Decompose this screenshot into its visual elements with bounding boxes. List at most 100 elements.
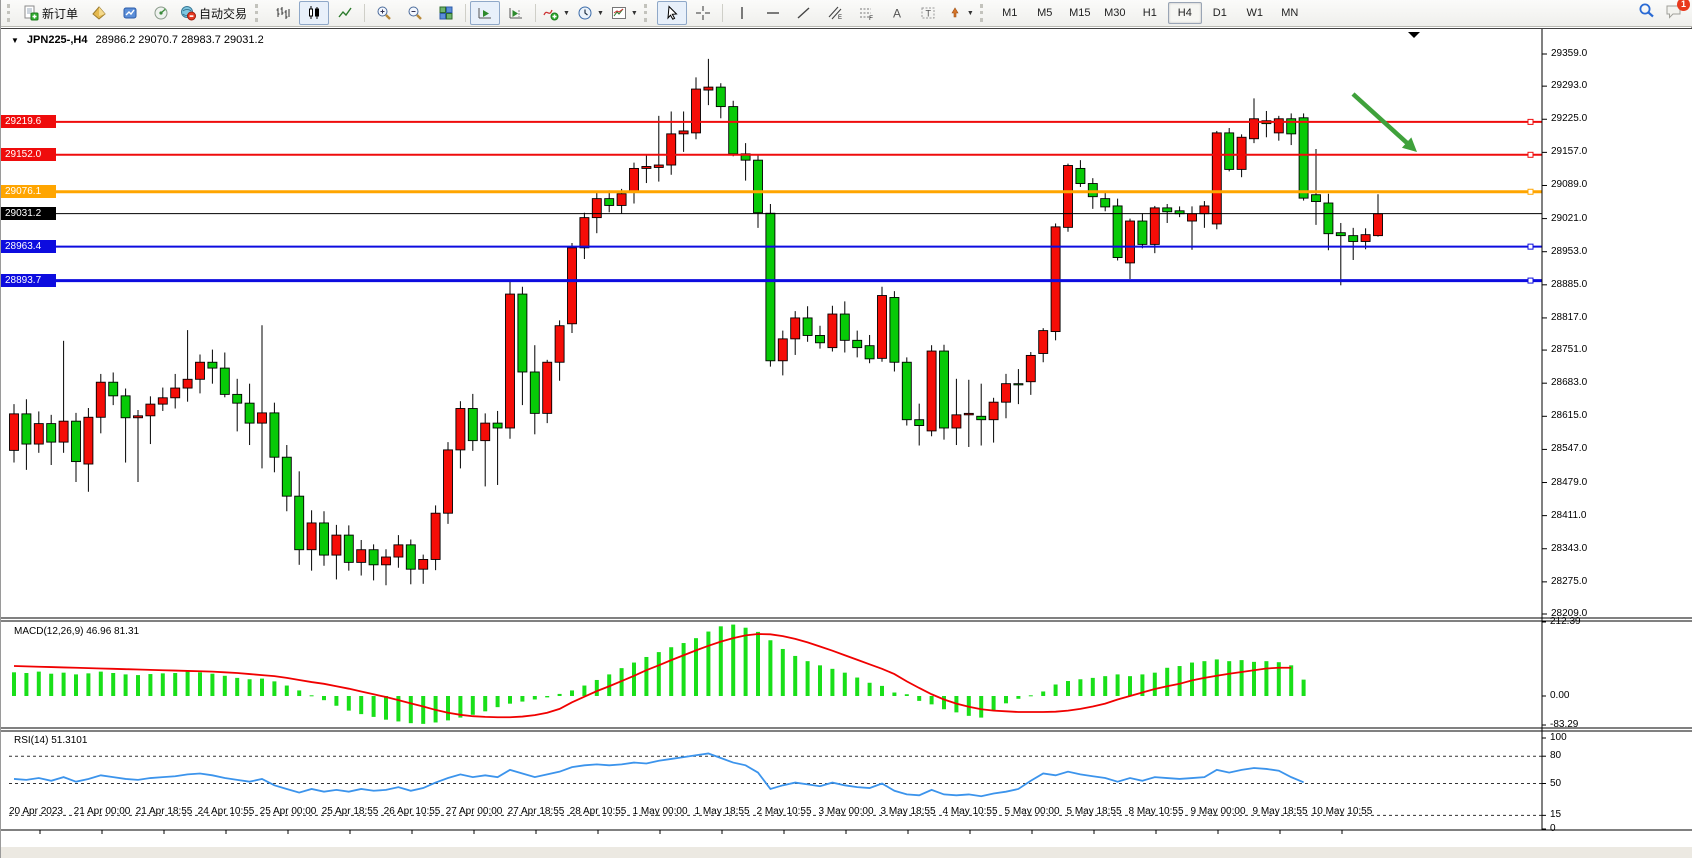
candle (529, 371, 540, 414)
channel-tool-button[interactable]: E (820, 1, 850, 25)
chart-title-bar[interactable]: ▼ JPN225-,H4 28986.2 29070.7 28983.7 290… (11, 34, 264, 46)
candle (1249, 118, 1259, 140)
candle (393, 544, 404, 558)
time-axis-label: 28 Apr 10:55 (569, 806, 627, 817)
candle (1236, 136, 1247, 170)
notifications-button[interactable]: 1 (1665, 0, 1690, 19)
signals-button[interactable] (146, 1, 176, 25)
indicators-button[interactable]: ▼ (540, 1, 573, 25)
collapse-triangle-icon[interactable]: ▼ (11, 35, 19, 45)
timeframe-button-M15[interactable]: M15 (1069, 7, 1091, 19)
candle (219, 367, 230, 395)
bar-chart-button[interactable] (268, 1, 298, 25)
new-order-button[interactable]: 新订单 (20, 1, 83, 25)
candle (455, 408, 466, 451)
timeframe-button-H1[interactable]: H1 (1142, 7, 1157, 19)
zoom-out-button[interactable] (400, 1, 430, 25)
timeframe-button-D1[interactable]: D1 (1212, 7, 1227, 19)
svg-text:A: A (893, 7, 901, 21)
status-strip (1, 847, 1692, 858)
chart-area[interactable]: ▼ JPN225-,H4 28986.2 29070.7 28983.7 290… (1, 28, 1692, 858)
candle (1323, 202, 1334, 235)
candle (1149, 207, 1160, 245)
autotrading-button[interactable]: 自动交易 (177, 1, 252, 25)
trendline-tool-button[interactable] (789, 1, 819, 25)
toolbar-grip[interactable] (979, 4, 988, 22)
candle (629, 167, 639, 193)
dropdown-arrow-icon: ▼ (563, 9, 570, 17)
candle (914, 419, 925, 426)
toolbar-grip[interactable] (255, 4, 263, 22)
horizontal-line-tool-button[interactable] (758, 1, 788, 25)
candle (430, 512, 441, 560)
candle (666, 133, 677, 166)
macd-signal-line (13, 633, 1292, 719)
level-line-handle[interactable] (1527, 151, 1534, 158)
candlestick-chart-button[interactable] (299, 1, 330, 25)
fibonacci-tool-button[interactable]: F (851, 1, 881, 25)
candle (405, 544, 416, 570)
candle (356, 549, 367, 563)
auto-scroll-button[interactable] (470, 1, 501, 25)
timeframe-button-M1[interactable]: M1 (1002, 7, 1018, 19)
svg-text:E: E (838, 15, 842, 21)
timeframe-button-M30[interactable]: M30 (1104, 7, 1126, 19)
cursor-icon (667, 5, 678, 20)
time-axis-label: 1 May 00:00 (632, 806, 688, 817)
candle (480, 422, 491, 442)
timeframe-button-W1[interactable]: W1 (1246, 7, 1264, 19)
level-line-handle[interactable] (1527, 118, 1534, 125)
styler-button[interactable] (84, 1, 114, 25)
candle (567, 247, 577, 325)
label-tool-button[interactable]: T (913, 1, 943, 25)
rsi-panel (9, 752, 1542, 816)
candle (852, 339, 863, 349)
timeframe-button-H4[interactable]: H4 (1167, 2, 1202, 24)
new-order-icon (24, 5, 39, 21)
candle (1273, 118, 1284, 134)
market-watch-button[interactable] (115, 1, 145, 25)
candle (877, 295, 887, 359)
toolbar-grip[interactable] (643, 4, 652, 22)
toolbar-grip[interactable] (7, 4, 15, 22)
level-line-handle[interactable] (1527, 188, 1534, 195)
chart-shift-button[interactable] (501, 1, 531, 25)
dropdown-arrow-icon: ▼ (966, 9, 974, 17)
timeframe-button-M5[interactable]: M5 (1037, 7, 1053, 19)
tile-windows-icon (439, 6, 453, 20)
timeframe-bar: M1 M5 M15 M30 H1 H4 D1 W1 MN (993, 2, 1307, 24)
cursor-tool-button[interactable] (656, 1, 687, 25)
annotation-arrow[interactable] (1351, 92, 1412, 147)
search-icon[interactable] (1638, 2, 1655, 19)
chart-canvas[interactable] (1, 29, 1692, 858)
time-axis-label: 5 May 18:55 (1066, 806, 1122, 817)
text-tool-button[interactable]: A (882, 1, 912, 25)
candle (653, 164, 664, 168)
candle (83, 416, 94, 465)
zoom-in-button[interactable] (369, 1, 399, 25)
candle (133, 415, 143, 419)
timeframe-button-MN[interactable]: MN (1281, 7, 1299, 19)
candle (641, 166, 652, 169)
line-chart-button[interactable] (330, 1, 360, 25)
candle (616, 193, 627, 206)
tile-windows-button[interactable] (431, 1, 461, 25)
chart-shift-marker[interactable] (1408, 32, 1420, 38)
templates-button[interactable]: ▼ (608, 1, 641, 25)
candle (294, 495, 305, 551)
arrows-tool-button[interactable]: ▼ (944, 1, 977, 25)
level-line-handle[interactable] (1527, 243, 1534, 250)
periods-button[interactable]: ▼ (574, 1, 607, 25)
candle (207, 361, 218, 369)
vertical-line-tool-button[interactable] (727, 1, 757, 25)
crosshair-tool-button[interactable] (688, 1, 718, 25)
level-lines-layer[interactable] (9, 118, 1542, 284)
dropdown-arrow-icon: ▼ (630, 9, 638, 17)
candle (1112, 205, 1123, 258)
time-axis-label: 4 May 10:55 (942, 806, 998, 817)
candle (1125, 220, 1135, 264)
time-axis-label: 3 May 00:00 (818, 806, 874, 817)
level-line-handle[interactable] (1527, 277, 1534, 284)
candle (33, 423, 44, 445)
text-label-icon: T (921, 7, 935, 19)
